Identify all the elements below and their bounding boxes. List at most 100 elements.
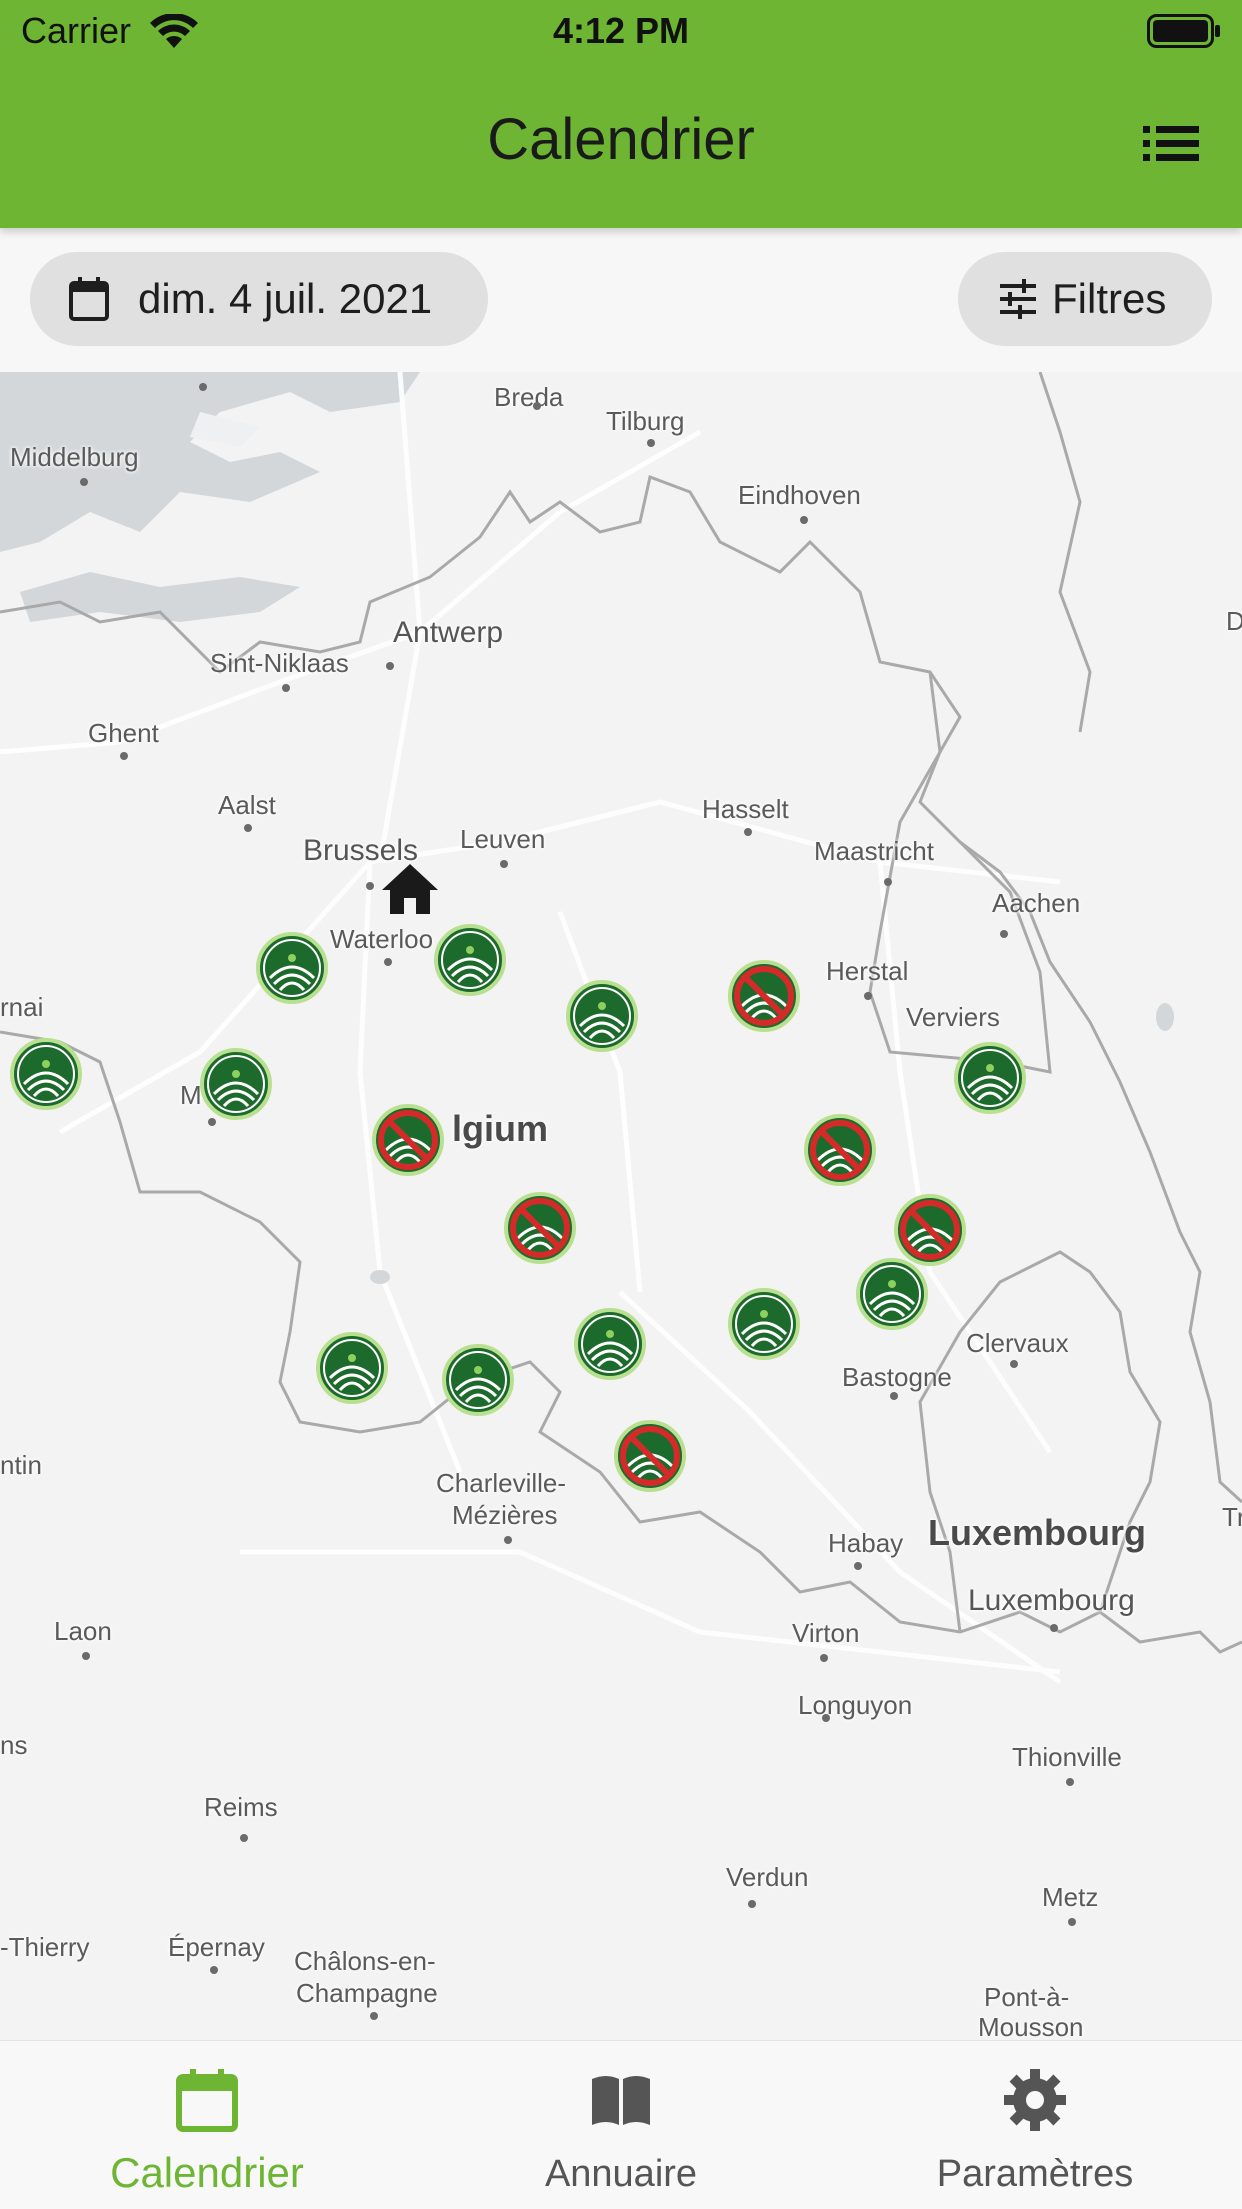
status-time: 4:12 PM	[552, 10, 690, 51]
book-icon	[592, 2076, 650, 2125]
gear-icon	[1004, 2069, 1066, 2131]
city-dot	[82, 1652, 90, 1660]
city-dot	[1068, 1918, 1076, 1926]
place-label: Verdun	[726, 1862, 809, 1892]
place-label: Luxembourg	[928, 1512, 1147, 1553]
place-label: Aachen	[992, 888, 1081, 918]
status-carrier: Carrier	[21, 10, 132, 51]
city-dot	[120, 752, 128, 760]
city-dot	[884, 878, 892, 886]
city-dot	[744, 828, 752, 836]
place-label: Luxembourg	[968, 1584, 1135, 1617]
date-picker-button[interactable]: dim. 4 juil. 2021	[30, 252, 488, 346]
city-dot	[890, 1392, 898, 1400]
city-dot	[748, 1900, 756, 1908]
city-dot	[820, 1654, 828, 1662]
place-label: Champagne	[296, 1978, 438, 2008]
home-icon	[382, 864, 438, 914]
place-label: -Thierry	[0, 1932, 90, 1962]
tab-label: Annuaire	[544, 2153, 698, 2195]
farm-marker-open[interactable]	[954, 1042, 1026, 1114]
farm-marker-open[interactable]	[442, 1344, 514, 1416]
farm-marker-closed[interactable]	[894, 1194, 966, 1266]
place-label: ntin	[0, 1450, 42, 1480]
place-label: Middelburg	[10, 442, 139, 472]
farm-marker-closed[interactable]	[504, 1192, 576, 1264]
city-dot	[1000, 930, 1008, 938]
tab-parametres[interactable]: Paramètres	[828, 2041, 1242, 2209]
bottom-navigation: Calendrier Annuaire Paramètres	[0, 2040, 1242, 2209]
place-label: Clervaux	[966, 1328, 1069, 1358]
place-label: Brussels	[303, 834, 419, 867]
place-label: Virton	[792, 1618, 860, 1648]
place-label: Ghent	[88, 718, 159, 748]
battery-icon	[1147, 14, 1220, 48]
farm-marker-open[interactable]	[728, 1288, 800, 1360]
city-dot	[370, 2012, 378, 2020]
tab-annuaire[interactable]: Annuaire	[414, 2041, 828, 2209]
tab-calendrier[interactable]: Calendrier	[0, 2041, 414, 2209]
place-label: Longuyon	[798, 1690, 913, 1720]
farm-marker-open[interactable]	[566, 980, 638, 1052]
place-label: Mézières	[452, 1500, 558, 1530]
place-label: Eindhoven	[738, 480, 861, 510]
place-label: Tilburg	[606, 406, 685, 436]
farm-marker-open[interactable]	[574, 1308, 646, 1380]
map-view[interactable]: Breda Tilburg Middelburg Eindhoven Antwe…	[0, 372, 1242, 2040]
city-dot	[1010, 1360, 1018, 1368]
date-label: dim. 4 juil. 2021	[138, 275, 433, 322]
map-base	[0, 372, 1242, 1685]
farm-marker-open[interactable]	[256, 932, 328, 1004]
wifi-icon	[150, 14, 198, 48]
city-dot	[1066, 1778, 1074, 1786]
place-label: Épernay	[168, 1932, 265, 1962]
farm-marker-closed[interactable]	[728, 960, 800, 1032]
city-dot	[240, 1834, 248, 1842]
app-bar: Carrier 4:12 PM Calendrier	[0, 0, 1242, 228]
city-dot	[199, 383, 207, 391]
place-label: M	[180, 1080, 202, 1110]
place-label: Leuven	[460, 824, 546, 854]
city-dot	[384, 958, 392, 966]
farm-marker-open[interactable]	[10, 1038, 82, 1110]
farm-marker-open[interactable]	[856, 1258, 928, 1330]
page-title: Calendrier	[487, 107, 755, 172]
place-label: Breda	[494, 382, 564, 412]
farm-marker-open[interactable]	[200, 1048, 272, 1120]
city-dot	[854, 1562, 862, 1570]
calendar-icon	[69, 277, 109, 321]
filters-button[interactable]: Filtres	[958, 252, 1212, 346]
place-label: Aalst	[218, 790, 276, 820]
place-label: Sint-Niklaas	[210, 648, 349, 678]
city-dot	[864, 992, 872, 1000]
farm-marker-open[interactable]	[434, 924, 506, 996]
city-dot	[647, 439, 655, 447]
place-label: Bastogne	[842, 1362, 952, 1392]
city-dot	[208, 1118, 216, 1126]
city-dot	[80, 478, 88, 486]
calendar-icon	[176, 2069, 238, 2132]
city-dot	[533, 402, 541, 410]
city-dot	[282, 684, 290, 692]
place-label: ns	[0, 1730, 28, 1760]
place-label: Pont-à-	[984, 1982, 1070, 2012]
tab-label: Calendrier	[110, 2149, 304, 2196]
city-dot	[366, 882, 374, 890]
farm-marker-closed[interactable]	[372, 1104, 444, 1176]
city-dot	[822, 1714, 830, 1722]
place-label: lgium	[452, 1108, 548, 1149]
city-dot	[500, 860, 508, 868]
city-dot	[244, 824, 252, 832]
city-dot	[1050, 1624, 1058, 1632]
city-dot	[210, 1966, 218, 1974]
farm-marker-closed[interactable]	[614, 1420, 686, 1492]
place-label: Reims	[204, 1792, 278, 1822]
farm-marker-open[interactable]	[316, 1332, 388, 1404]
place-label: Laon	[54, 1616, 112, 1646]
place-label: Herstal	[826, 956, 909, 986]
place-label: Tr	[1222, 1502, 1242, 1532]
list-icon[interactable]	[1143, 124, 1199, 164]
farm-marker-closed[interactable]	[804, 1114, 876, 1186]
tab-label: Paramètres	[936, 2153, 1134, 2195]
place-label: D	[1226, 606, 1242, 636]
